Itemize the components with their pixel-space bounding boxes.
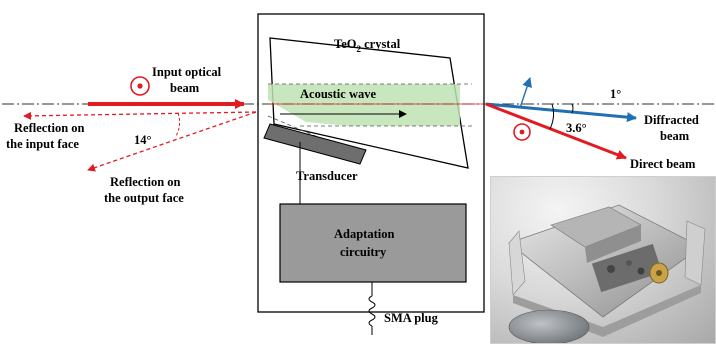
acoustic-wave-label: Acoustic wave <box>300 87 376 101</box>
reflection-output-label-1: Reflection on <box>110 175 181 189</box>
angle-3-6-arc <box>549 103 555 130</box>
polarization-diffracted-arrow <box>519 77 532 109</box>
reflection-input-label-2: the input face <box>6 137 79 151</box>
angle-3-6-label: 3.6° <box>566 121 587 135</box>
diffracted-beam-label-2: beam <box>660 129 690 143</box>
device-coin <box>508 309 590 343</box>
sma-plug-label: SMA plug <box>384 311 439 325</box>
device-crystal-side <box>585 225 641 263</box>
device-component-3 <box>637 267 645 275</box>
device-sma-pin <box>656 270 662 276</box>
adaptation-label-2: circuitry <box>340 245 387 259</box>
device-component-2 <box>626 260 632 266</box>
housing-box <box>257 13 485 313</box>
input-beam-label-2: beam <box>170 81 200 95</box>
direct-beam-arrow <box>485 102 627 160</box>
crystal-label-prefix: TeO <box>334 37 357 51</box>
angle-1-arc <box>571 103 574 114</box>
device-circuit-board <box>591 243 663 293</box>
polarization-direct-dot <box>519 129 525 135</box>
sma-plug-icon <box>368 295 376 327</box>
polarization-direct-icon <box>513 123 531 141</box>
adaptation-label-1: Adaptation <box>334 227 394 241</box>
device-component-1 <box>607 265 615 273</box>
reflection-input-label-1: Reflection on <box>14 121 85 135</box>
transducer <box>263 123 367 165</box>
angle-1-label: 1° <box>610 87 621 101</box>
diffracted-beam-arrow <box>485 102 637 123</box>
device-right-wall <box>684 220 706 286</box>
adaptation-circuitry-box <box>279 203 467 283</box>
reflection-input-arrow <box>23 111 257 120</box>
crystal-label-suffix: crystal <box>361 37 401 51</box>
direct-beam-label: Direct beam <box>630 157 696 171</box>
polarization-input-dot <box>137 83 143 89</box>
device-left-wall <box>508 230 526 296</box>
device-photo-drawing <box>508 204 706 343</box>
crystal-label-sub: 2 <box>356 44 361 54</box>
angle-14-arc <box>175 112 181 137</box>
polarization-input-icon <box>130 76 150 96</box>
transducer-label: Transducer <box>296 169 358 183</box>
reflection-output-arrow <box>87 111 257 172</box>
reflection-output-label-2: the output face <box>104 191 184 205</box>
input-beam-label-1: Input optical <box>152 65 222 79</box>
acoustic-wave-region <box>268 84 460 126</box>
crystal-label: TeO2 crystal <box>334 37 401 54</box>
device-photo <box>490 176 716 344</box>
angle-14-label: 14° <box>134 133 152 147</box>
diffracted-beam-label-1: Diffracted <box>644 113 699 127</box>
